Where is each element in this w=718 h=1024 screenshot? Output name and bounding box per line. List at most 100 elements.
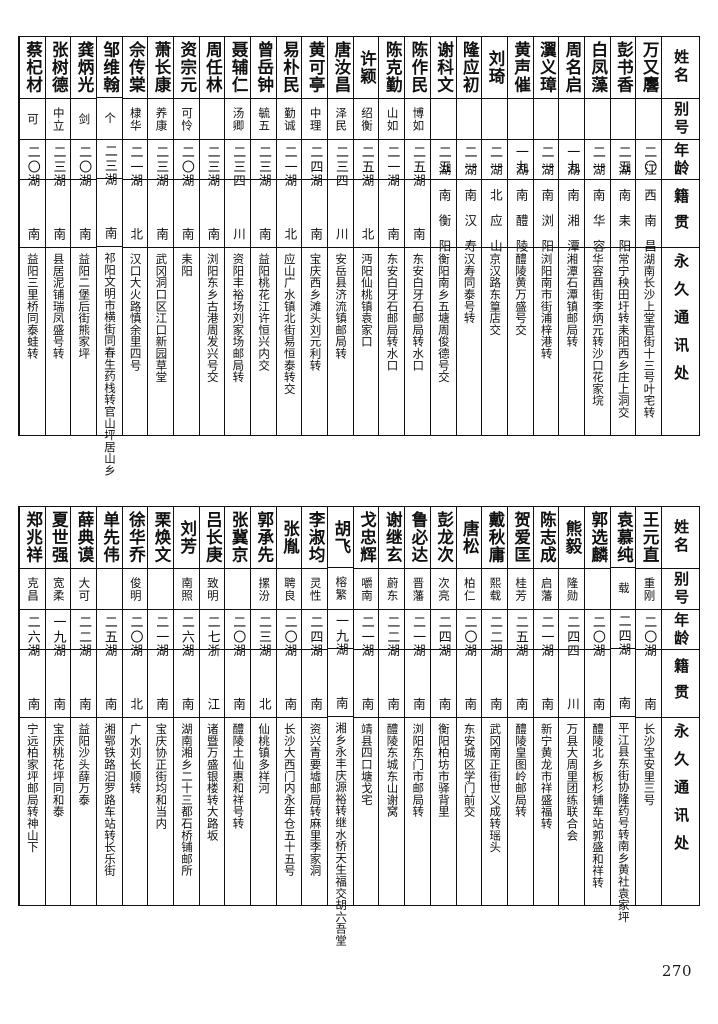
person-name-cell: 栗焕文: [148, 507, 173, 569]
page-number: 270: [661, 962, 692, 980]
person-age: 二三: [101, 143, 117, 174]
person-address: 广水刘长顺转: [128, 723, 143, 794]
person-column: 单先伟 二五湖 南湘鄂铁路汨罗路车站转长乐街: [95, 507, 122, 905]
person-alias-cell: [96, 569, 122, 611]
person-age: 二一: [153, 614, 169, 645]
person-address: 长沙宝安里三号: [642, 723, 657, 806]
person-alias: 汤卿: [231, 106, 246, 132]
person-origin: 湖南耒阳: [616, 162, 632, 265]
person-origin-cell: 湖 南: [456, 644, 482, 723]
person-alias-cell: 重刚: [636, 569, 661, 611]
person-address: 常宁秧田圩转耒阳西乡庄上洞交: [616, 253, 631, 419]
person-alias: 重刚: [642, 576, 657, 602]
person-alias-cell: 载: [610, 568, 636, 610]
person-address: 浏阳东门市邮局转: [411, 723, 426, 818]
header-cell-address: 永久通讯处: [672, 252, 691, 393]
person-address-cell: 汉口大火路慎余里四号: [123, 248, 148, 435]
person-origin: 湖 南: [616, 643, 632, 723]
person-origin-cell: 湖 北: [276, 174, 302, 253]
person-alias: 博如: [411, 106, 426, 132]
person-origin-cell: 湖 南: [19, 174, 45, 253]
person-column: 张冀京 二〇湖 南醴陵土仙惠和祥号转: [224, 507, 250, 905]
person-age-cell: 二三: [199, 140, 225, 181]
person-alias-cell: [584, 99, 610, 141]
person-name: 刘琦: [485, 49, 505, 85]
person-name-cell: 瀷义璋: [533, 37, 559, 99]
header-label-column: 姓名 别号 年龄 籍贯 永久通讯处: [661, 507, 699, 905]
person-age-cell: 二四: [302, 610, 328, 651]
person-address-cell: 东安白牙石邮局转水口: [405, 248, 430, 435]
person-origin: 湖南华容: [590, 162, 606, 265]
person-column: 邹维翰个二三湖 南祁阳文明市横街同春生药栈转官山坪居山乡: [95, 37, 122, 476]
person-name: 戴秋庸: [485, 511, 505, 564]
person-name: 熊毅: [563, 519, 582, 555]
person-name: 隆应初: [460, 41, 480, 94]
person-address: 醴陵东城东山谢窝: [385, 723, 400, 818]
person-address-cell: 资兴青要墟邮局转麻里李家洞: [302, 718, 327, 905]
person-column: 刘芳 南照 二六湖 南湖南湘乡二十三都石桥铺邮所: [172, 507, 199, 905]
person-age: 二二: [76, 614, 92, 645]
person-age-cell: 二四: [610, 610, 636, 650]
person-origin-cell: 浙 江: [199, 644, 225, 723]
person-name: 佘传棠: [126, 41, 146, 94]
person-address-cell: 武冈洞口区江口新园草堂: [148, 248, 173, 435]
person-alias-cell: 博如: [405, 99, 430, 141]
person-name-cell: 吕长庚: [199, 507, 225, 569]
person-alias-cell: 嚼南: [353, 569, 379, 611]
person-age-cell: 二四: [430, 610, 456, 651]
person-name: 吕长庚: [203, 511, 223, 564]
person-alias-cell: 勤诚: [276, 99, 302, 141]
person-age: 一九: [564, 144, 580, 175]
person-origin: 湖 南: [51, 174, 67, 254]
person-name-cell: 徐华乔: [122, 507, 148, 569]
person-name: 刘芳: [177, 519, 197, 555]
person-alias-cell: 柏仁: [456, 569, 482, 611]
person-address-cell: 县居泥铺瑞凤盛号转: [46, 248, 71, 435]
person-name: 许颖: [357, 49, 377, 85]
person-age-cell: 二二: [71, 610, 96, 651]
person-address-cell: 益阳三里桥同泰蛙转: [20, 248, 45, 435]
person-name-cell: 夏世强: [45, 507, 71, 569]
person-address-cell: 宝庆西乡滩头刘元利转: [302, 248, 327, 435]
person-age: 二一: [127, 144, 143, 175]
person-alias: 隆勋: [565, 576, 580, 602]
person-column: 戴秋庸 熙载 二二湖 南武冈南正街世义成转瑶头: [481, 507, 507, 905]
person-address-cell: 湖南湘乡二十三都石桥铺邮所: [174, 718, 199, 905]
person-origin-cell: 湖 南: [482, 644, 507, 723]
person-alias-cell: 摞汾: [251, 569, 276, 611]
person-address: 沔阳仙桃镇袁家口: [359, 253, 374, 348]
person-age-cell: 二六: [173, 610, 199, 651]
person-alias-cell: 蔚东: [379, 569, 405, 611]
person-name: 徐华乔: [126, 511, 146, 564]
person-origin-cell: 四 川: [559, 644, 584, 723]
person-column: 谢科文 二五 湖南衡阳 衡阳南乡五塘周俊德号交: [429, 37, 456, 435]
person-name: 袁慕纯: [614, 510, 634, 564]
person-origin-cell: 湖北应山: [482, 163, 507, 265]
person-name: 彭书香: [614, 41, 634, 94]
person-address-cell: 诸暨万盛银楼转大路坂: [200, 718, 225, 905]
person-column: 资宗元 可怜 二〇湖 南耒阳: [172, 37, 199, 435]
person-name: 蔡杞材: [23, 41, 43, 94]
person-alias-cell: 毓五: [251, 99, 276, 141]
person-address-cell: 长沙大西门内永年仓五十五号: [277, 718, 302, 905]
person-name-cell: 唐松: [456, 507, 482, 569]
person-age: 二〇: [76, 144, 92, 175]
person-alias: 绍衡: [359, 106, 374, 132]
person-age: 二一: [487, 144, 503, 175]
header-cell-name: 姓名: [662, 37, 699, 99]
person-age: 二〇: [230, 614, 246, 645]
person-origin: 湖 南: [333, 643, 349, 723]
person-age: 二五: [512, 614, 528, 645]
person-age: 二五: [615, 144, 631, 175]
person-name: 聂辅仁: [229, 41, 249, 94]
person-alias-cell: 次亮: [430, 569, 456, 611]
person-name-cell: 陈志成: [533, 507, 559, 569]
person-origin: 湖南汉寿: [462, 162, 478, 265]
person-age-cell: 二一: [533, 610, 559, 651]
person-origin: 湖 南: [410, 174, 426, 254]
person-age: 二六: [24, 614, 40, 645]
person-column: 陈志成 启藩 二一湖 南新宁黄龙市祥盛福转: [532, 507, 559, 905]
person-alias: 南照: [180, 576, 195, 602]
person-address: 汉口大火路慎余里四号: [128, 253, 143, 372]
person-name: 唐松: [460, 519, 480, 555]
